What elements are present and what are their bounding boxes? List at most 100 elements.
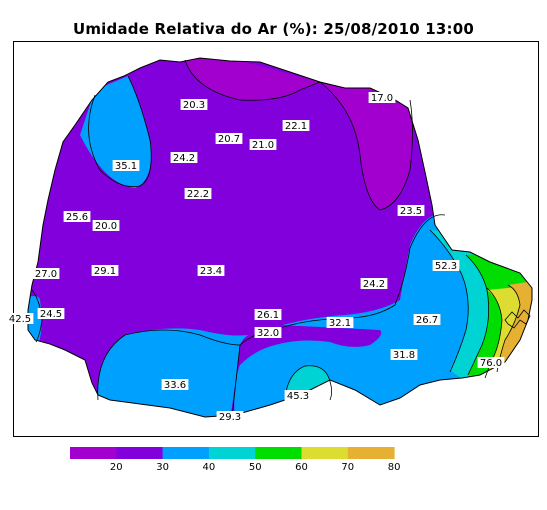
station-value-bg — [360, 278, 388, 289]
station-value-text: 35.1 — [115, 161, 137, 172]
legend-swatch — [70, 447, 117, 459]
station-value-bg — [326, 317, 354, 328]
station-value-bg — [216, 411, 244, 422]
station-value-bg — [161, 379, 189, 390]
station-value-text: 23.5 — [400, 206, 422, 217]
legend-swatch — [255, 447, 302, 459]
station-value: 26.1 — [254, 309, 282, 321]
station-value-text: 26.1 — [257, 310, 279, 321]
station-value-text: 24.5 — [40, 309, 62, 320]
station-value: 21.0 — [249, 139, 277, 151]
station-value-bg — [368, 92, 396, 103]
station-value: 20.7 — [215, 133, 243, 145]
station-value-text: 31.8 — [393, 350, 415, 361]
station-value: 27.0 — [32, 268, 60, 280]
station-value: 76.0 — [477, 357, 505, 369]
contour-20-north — [184, 59, 321, 101]
station-value: 35.1 — [112, 160, 140, 172]
station-value-bg — [92, 220, 120, 231]
map-title: Umidade Relativa do Ar (%): 25/08/2010 1… — [72, 20, 475, 38]
station-value: 23.5 — [397, 205, 425, 217]
station-value-bg — [91, 265, 119, 276]
station-value: 31.8 — [390, 349, 418, 361]
station-value-bg — [432, 260, 460, 271]
station-value: 26.7 — [413, 314, 441, 326]
legend-tick-label: 80 — [388, 462, 401, 473]
station-value: 20.3 — [180, 99, 208, 111]
station-value-text: 27.0 — [35, 269, 57, 280]
contour-60-coast — [484, 287, 503, 379]
station-value-text: 20.0 — [95, 221, 117, 232]
station-value-bg — [184, 188, 212, 199]
station-value-bg — [477, 357, 505, 368]
station-value-bg — [63, 211, 91, 222]
station-value-bg — [254, 309, 282, 320]
station-value-bg — [390, 349, 418, 360]
contour-40-south — [285, 365, 332, 401]
station-value-bg — [284, 390, 312, 401]
station-value-text: 76.0 — [480, 358, 502, 369]
station-value: 23.4 — [197, 265, 225, 277]
station-value-bg — [397, 205, 425, 216]
station-value-text: 33.6 — [164, 380, 186, 391]
station-value-text: 24.2 — [363, 279, 385, 290]
legend-swatches — [70, 447, 395, 459]
legend-tick-label: 60 — [295, 462, 308, 473]
station-value-text: 32.0 — [257, 328, 279, 339]
station-value-text: 21.0 — [252, 140, 274, 151]
coastline-detail — [504, 309, 531, 329]
contour-20-northeast — [319, 81, 413, 211]
station-value-bg — [249, 139, 277, 150]
station-value-text: 29.3 — [219, 412, 241, 423]
station-value-bg — [37, 308, 65, 319]
contour-30-southwest — [97, 329, 241, 419]
station-value: 32.1 — [326, 317, 354, 329]
station-value: 25.6 — [63, 211, 91, 223]
station-value-text: 26.7 — [416, 315, 438, 326]
zone-10-20-northeast — [320, 82, 413, 210]
legend-tick-label: 70 — [341, 462, 354, 473]
station-value-text: 25.6 — [66, 212, 88, 223]
station-labels: 20.3 17.0 22.1 20.7 21.0 24.2 35.1 22.2 23.5 25.6… — [6, 92, 505, 423]
legend-swatch — [208, 447, 256, 459]
contour-30-northwest — [88, 75, 152, 188]
station-value-bg — [254, 327, 282, 338]
contour-40-east — [429, 229, 469, 373]
station-value-text: 42.5 — [9, 314, 31, 325]
bay-outline — [504, 309, 531, 329]
station-value-bg — [197, 265, 225, 276]
zone-10-20-north — [185, 58, 320, 101]
station-value-bg — [112, 160, 140, 171]
map-frame — [13, 41, 539, 437]
legend-swatch — [301, 447, 349, 459]
station-value-text: 22.1 — [285, 121, 307, 132]
station-value-bg — [32, 268, 60, 279]
station-value: 29.1 — [91, 265, 119, 277]
station-value-text: 52.3 — [435, 261, 457, 272]
station-value: 45.3 — [284, 390, 312, 402]
legend-tick-label: 20 — [110, 462, 123, 473]
station-value: 52.3 — [432, 260, 460, 272]
legend-swatch — [162, 447, 210, 459]
station-value: 20.0 — [92, 220, 120, 232]
station-value-text: 32.1 — [329, 318, 351, 329]
state-outline — [27, 57, 533, 418]
station-value: 24.5 — [37, 308, 65, 320]
legend-tick-label: 40 — [203, 462, 216, 473]
station-value-bg — [180, 99, 208, 110]
station-value: 22.2 — [184, 188, 212, 200]
station-value-text: 17.0 — [371, 93, 393, 104]
station-value-text: 23.4 — [200, 266, 222, 277]
zone-20-30-south-notch — [230, 325, 382, 417]
station-value-bg — [413, 314, 441, 325]
station-value-text: 20.3 — [183, 100, 205, 111]
contour-50-east — [465, 254, 490, 376]
contour-30-west — [31, 289, 43, 343]
contour-70-coast — [496, 284, 521, 373]
station-value-text: 20.7 — [218, 134, 240, 145]
station-value-text: 29.1 — [94, 266, 116, 277]
legend-tick-label: 30 — [156, 462, 169, 473]
contour-lines — [31, 59, 521, 419]
station-value-bg — [170, 152, 198, 163]
